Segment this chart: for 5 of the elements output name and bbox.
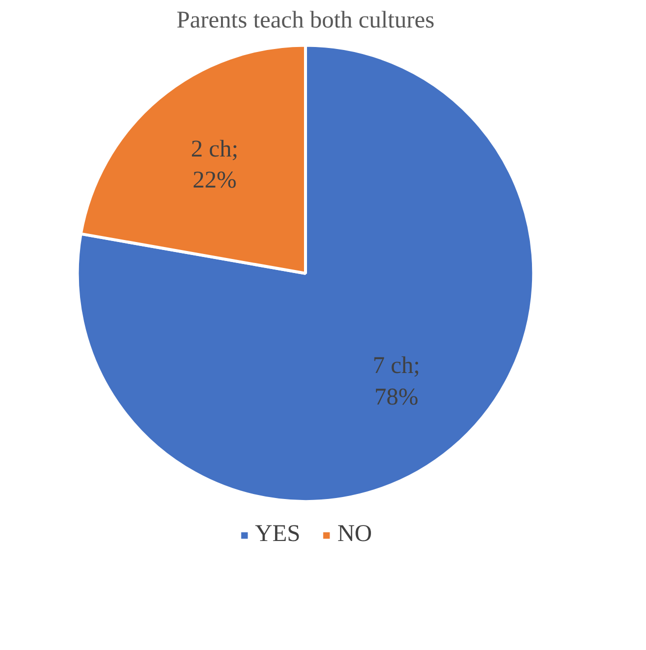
legend-label: NO (337, 521, 372, 548)
data-label: 7 ch; 78% (372, 353, 420, 410)
chart-title: Parents teach both cultures (176, 8, 434, 34)
legend-label: YES (254, 521, 300, 548)
data-label: 2 ch; 22% (190, 136, 238, 194)
